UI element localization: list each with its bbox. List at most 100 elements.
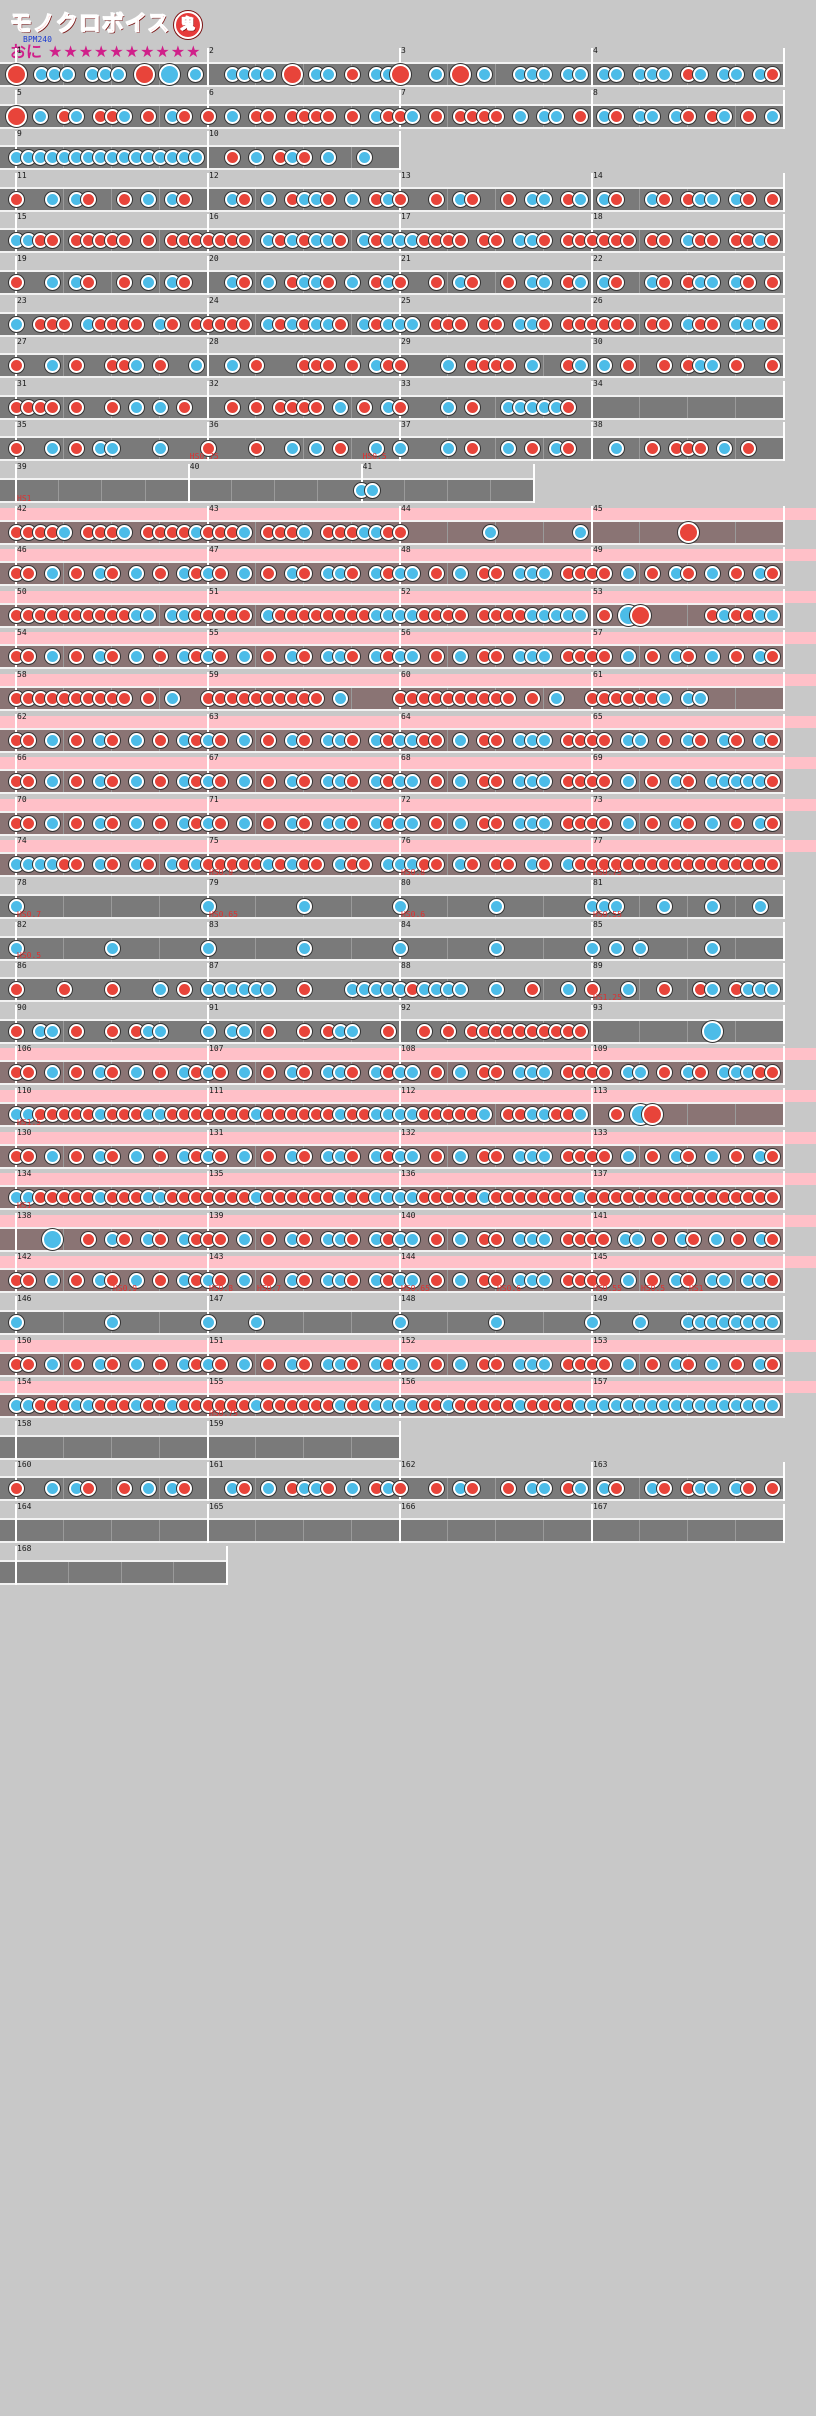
big-don-note [5, 105, 27, 127]
ka-note [59, 67, 75, 82]
ka-note [716, 108, 732, 124]
ka-note [224, 358, 240, 374]
scroll-speed-label: HS0.65 [401, 1284, 430, 1293]
don-note [656, 316, 672, 332]
don-note [740, 1481, 756, 1497]
barline-end [783, 214, 785, 254]
don-note [596, 1148, 612, 1164]
ka-note [764, 982, 780, 998]
big-don-note [5, 64, 27, 85]
scroll-speed-label: HS1 [689, 1284, 704, 1293]
don-note [20, 1273, 36, 1289]
measure-number: 3 [401, 46, 406, 55]
don-note [68, 1065, 84, 1081]
big-don-note [281, 64, 303, 85]
ka-note [140, 275, 156, 290]
beatline [735, 105, 736, 127]
don-note [68, 358, 84, 374]
don-note [428, 732, 444, 748]
don-note [296, 774, 312, 790]
beatline [495, 396, 496, 418]
beatline [543, 521, 544, 543]
ka-note [704, 275, 720, 290]
beatline [255, 188, 256, 210]
beatline [447, 646, 448, 668]
ka-note [608, 441, 624, 457]
measure-number: 68 [401, 753, 411, 763]
ka-note [296, 940, 312, 956]
don-note [428, 815, 444, 831]
beatline [255, 230, 256, 252]
don-note [428, 275, 444, 290]
beatline [159, 105, 160, 127]
don-note [140, 691, 156, 706]
beatline [687, 396, 688, 418]
ka-note [572, 67, 588, 82]
ka-note [404, 815, 420, 831]
don-note [8, 1481, 24, 1497]
ka-note [128, 1148, 144, 1164]
don-note [356, 857, 372, 873]
don-note [488, 774, 504, 790]
measure-number: 160 [17, 1460, 32, 1470]
ka-note [728, 67, 744, 82]
ka-note [488, 940, 504, 956]
don-note [296, 1148, 312, 1164]
measure-number: 162 [401, 1460, 416, 1470]
beatline [63, 272, 64, 293]
ka-note [596, 358, 612, 374]
don-note [728, 1356, 744, 1372]
beatline [403, 480, 405, 501]
scroll-speed-label: HS0.9 [209, 868, 234, 877]
don-note [392, 358, 408, 374]
don-note [488, 233, 504, 249]
don-note [296, 566, 312, 582]
beatline [159, 188, 160, 210]
ka-note [452, 774, 468, 790]
measure-number: 145 [593, 1252, 608, 1262]
ka-note [140, 607, 156, 623]
ka-note [764, 1315, 780, 1330]
ka-note [536, 815, 552, 831]
don-note [464, 857, 480, 873]
measure-number: 64 [401, 711, 411, 721]
measure-number: 93 [593, 1002, 603, 1012]
barline [591, 89, 593, 129]
ka-note [620, 566, 636, 582]
scroll-speed-label: HS0.8 [401, 868, 426, 877]
measure-number: 166 [401, 1502, 416, 1511]
ka-note [152, 399, 168, 415]
don-note [236, 275, 252, 290]
measure-number: 79 [209, 878, 219, 887]
ka-note [404, 1356, 420, 1372]
measure-number: 2 [209, 46, 214, 55]
barline [591, 505, 593, 545]
ka-note [332, 691, 348, 706]
measure-number: 33 [401, 378, 411, 388]
measure-number: 56 [401, 628, 411, 638]
don-note [224, 150, 240, 166]
don-note [656, 275, 672, 290]
ka-note [572, 1481, 588, 1497]
don-note [140, 108, 156, 124]
measure-number: 39 [17, 462, 27, 471]
measure-number: 34 [593, 378, 603, 388]
ka-note [404, 1148, 420, 1164]
don-note [20, 1065, 36, 1081]
don-note [764, 1190, 780, 1206]
don-note [212, 732, 228, 748]
don-note [212, 774, 228, 790]
measure-number: 76 [401, 836, 411, 846]
don-note [452, 607, 468, 623]
barline [187, 464, 190, 503]
big-don-note [629, 604, 651, 626]
measure-number: 140 [401, 1210, 416, 1220]
measure-number: 5 [17, 87, 22, 97]
beatline [639, 272, 640, 293]
ka-note [320, 67, 336, 82]
ka-note [308, 441, 324, 457]
ka-note [704, 566, 720, 582]
don-note [680, 1148, 696, 1164]
don-note [20, 732, 36, 748]
beatline [490, 480, 492, 501]
